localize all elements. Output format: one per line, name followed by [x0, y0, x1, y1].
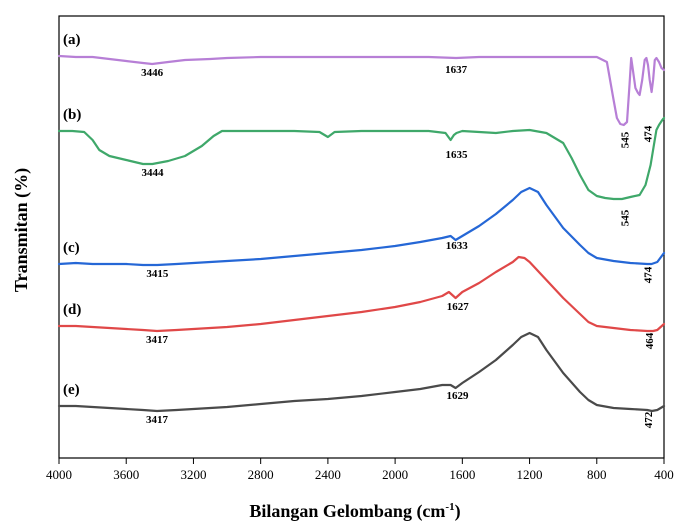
series-group	[57, 54, 666, 413]
x-tick-label: 2800	[248, 467, 274, 482]
series-line	[57, 255, 666, 333]
peak-label: 1629	[446, 390, 469, 402]
x-tick-label: 3600	[113, 467, 139, 482]
series-label: (e)	[63, 382, 80, 398]
series-line	[57, 331, 666, 413]
peak-label: 1635	[445, 149, 468, 161]
x-tick-label: 800	[587, 467, 607, 482]
peak-label: 464	[644, 332, 656, 349]
x-tick-label: 2000	[382, 467, 408, 482]
peak-label: 545	[620, 209, 632, 226]
annotation-group: (a) 3446 1637 545 474 (b) 3444 1635 545 (c) 3415 16…	[63, 32, 656, 428]
peak-label: 1633	[446, 240, 469, 252]
series-label: (c)	[63, 240, 80, 256]
peak-label: 474	[643, 125, 655, 142]
x-axis-title: Bilangan Gelombang (cm-1)	[249, 501, 460, 522]
x-tick-label: 3200	[180, 467, 206, 482]
peak-label: 474	[643, 266, 655, 283]
peak-label: 472	[643, 411, 655, 428]
peak-label: 3417	[146, 414, 169, 426]
plot-frame	[58, 15, 665, 459]
x-tick-label: 2400	[315, 467, 341, 482]
peak-label: 1627	[447, 301, 470, 313]
peak-label: 545	[620, 131, 632, 148]
series-label: (a)	[63, 32, 81, 48]
peak-label: 1637	[445, 64, 468, 76]
x-tick-label: 1200	[517, 467, 543, 482]
peak-label: 3417	[146, 334, 169, 346]
series-line	[57, 186, 666, 267]
x-axis-ticks: 4000 3600 3200 2800 2400 2000 1600 1200 800 400	[46, 458, 674, 482]
peak-label: 3415	[146, 268, 169, 280]
y-axis-title: Transmitan (%)	[11, 168, 32, 292]
peak-label: 3446	[141, 67, 164, 79]
series-label: (d)	[63, 302, 81, 318]
x-tick-label: 4000	[46, 467, 72, 482]
series-line	[57, 54, 666, 127]
x-tick-label: 400	[654, 467, 674, 482]
peak-label: 3444	[141, 167, 164, 179]
series-line	[57, 116, 666, 201]
x-tick-label: 1600	[449, 467, 475, 482]
series-label: (b)	[63, 107, 81, 123]
